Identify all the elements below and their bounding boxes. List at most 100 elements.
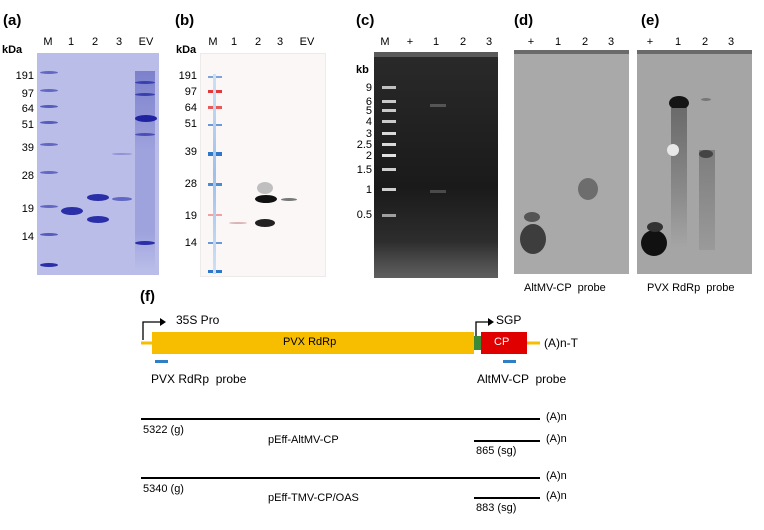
lane2-band <box>87 216 109 223</box>
lane1-spot <box>667 144 679 156</box>
c2-subgenomic-line <box>474 497 540 499</box>
panel-b-lane-1: 1 <box>230 36 238 48</box>
panel-d-lane-1: 1 <box>554 36 562 48</box>
lane1-rna-band <box>430 190 446 193</box>
sgp-arrowhead <box>488 318 494 326</box>
panel-c-marker-1-5: 1.5 <box>356 164 372 176</box>
lane2-band <box>699 150 713 158</box>
lane2-faint <box>701 98 711 101</box>
ladder-band <box>40 143 58 146</box>
ladder-band <box>40 233 58 236</box>
c1-genomic-size: 5322 (g) <box>143 424 184 436</box>
panel-e-lane-2: 2 <box>701 36 709 48</box>
northern-blot-pvx <box>637 50 752 274</box>
polya-terminator-label: (A)n-T <box>544 336 578 350</box>
panel-a-marker-191: 191 <box>15 70 34 82</box>
panel-a-unit: kDa <box>2 44 23 56</box>
panel-b-label: (b) <box>175 12 195 29</box>
lane1-band <box>61 207 83 215</box>
panel-d-label: (d) <box>514 12 534 29</box>
panel-e-lane-3: 3 <box>727 36 735 48</box>
panel-b-marker-51: 51 <box>184 118 197 130</box>
panel-c-marker-6: 6 <box>365 96 372 108</box>
cp-box <box>481 332 527 354</box>
promoter-label: 35S Pro <box>176 313 220 327</box>
panel-c-lane-m: M <box>380 36 390 48</box>
panel-c-marker-1: 1 <box>365 184 372 196</box>
ladder-band <box>40 205 58 208</box>
rdrp-label: PVX RdRp <box>283 336 337 348</box>
panel-c-unit: kb <box>356 64 369 76</box>
panel-d-caption: AltMV-CP probe <box>524 282 606 294</box>
panel-e-lane-1: 1 <box>674 36 682 48</box>
northern-blot-altmv <box>514 50 629 274</box>
agarose-gel <box>374 52 498 278</box>
lane3-band <box>112 197 132 201</box>
panel-e-caption: PVX RdRp probe <box>647 282 735 294</box>
c1-genomic-line <box>141 418 540 420</box>
sgp-box <box>474 336 481 350</box>
panel-b-marker-19: 19 <box>184 210 197 222</box>
panel-c-marker-5: 5 <box>365 105 372 117</box>
panel-c-lane-3: 3 <box>485 36 493 48</box>
promoter-arrow <box>142 321 160 340</box>
ladder-band <box>40 121 58 124</box>
c2-genomic-line <box>141 477 540 479</box>
panel-b-marker-64: 64 <box>184 102 197 114</box>
panel-a-marker-19: 19 <box>21 203 34 215</box>
promoter-arrowhead <box>160 318 166 326</box>
ladder-band <box>382 168 396 171</box>
coomassie-gel <box>37 53 159 275</box>
lane1-smear <box>671 108 687 248</box>
cp-probe-bar <box>503 360 516 363</box>
ladder-streak <box>213 74 216 274</box>
ev-band <box>135 241 155 245</box>
panel-c-label: (c) <box>356 12 375 29</box>
panel-b-unit: kDa <box>176 44 197 56</box>
sgp-label: SGP <box>496 313 522 327</box>
panel-e-label: (e) <box>641 12 660 29</box>
ladder-band <box>382 154 396 157</box>
ev-band <box>135 133 155 136</box>
ev-band <box>135 81 155 84</box>
panel-c-lane-1: 1 <box>432 36 440 48</box>
ladder-band <box>40 89 58 92</box>
panel-a-marker-51: 51 <box>21 119 34 131</box>
panel-c-lane-2: 2 <box>459 36 467 48</box>
c1-name: pEff-AltMV-CP <box>268 434 339 446</box>
ladder-band <box>40 171 58 174</box>
c2-genomic-size: 5340 (g) <box>143 483 184 495</box>
panel-a-lane-ev: EV <box>138 36 154 48</box>
ev-band <box>135 93 155 96</box>
rdrp-probe-label: PVX RdRp probe <box>151 372 247 386</box>
wells <box>374 52 498 57</box>
c2-name: pEff-TMV-CP/OAS <box>268 492 359 504</box>
ladder-band <box>382 132 396 135</box>
panel-c-lane-plus: + <box>406 36 414 48</box>
ladder-band <box>40 263 58 267</box>
ladder-band <box>382 86 396 89</box>
panel-c-marker-2-5: 2.5 <box>356 139 372 151</box>
panel-a-marker-64: 64 <box>21 103 34 115</box>
panel-a-label: (a) <box>3 12 22 29</box>
ladder-band <box>40 71 58 74</box>
ladder-band <box>382 143 396 146</box>
positive-control-signal <box>520 224 546 254</box>
panel-f-label: (f) <box>140 288 155 305</box>
lane1-rna-band <box>430 104 446 107</box>
panel-c-marker-2: 2 <box>365 150 372 162</box>
rdrp-box <box>152 332 474 354</box>
panel-c-marker-3: 3 <box>365 128 372 140</box>
panel-a-lane-3: 3 <box>115 36 123 48</box>
panel-a-marker-97: 97 <box>21 88 34 100</box>
panel-a-marker-14: 14 <box>21 231 34 243</box>
ladder-band <box>382 109 396 112</box>
lane2-band <box>87 194 109 201</box>
sgp-arrow <box>475 321 488 340</box>
panel-a-marker-39: 39 <box>21 142 34 154</box>
panel-b-lane-3: 3 <box>276 36 284 48</box>
ladder-band <box>382 100 396 103</box>
cp-label: CP <box>494 336 510 348</box>
panel-d-lane-3: 3 <box>607 36 615 48</box>
